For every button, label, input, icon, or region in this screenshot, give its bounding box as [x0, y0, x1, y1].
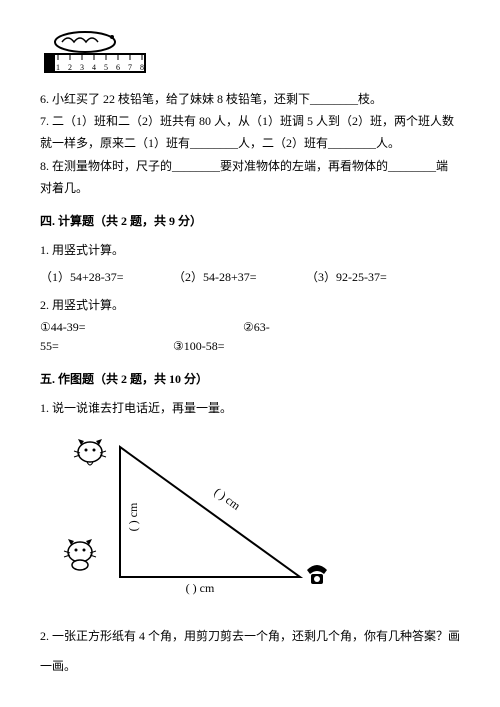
- svg-text:4: 4: [92, 63, 96, 72]
- s5-q1: 1. 说一说谁去打电话近，再量一量。: [40, 399, 460, 418]
- s4-q2-item-b: ②63-: [243, 320, 270, 334]
- svg-text:8: 8: [140, 63, 144, 72]
- s4-q1: 1. 用竖式计算。: [40, 241, 460, 260]
- svg-text:5: 5: [104, 63, 108, 72]
- ruler-illustration: 1 2 3 4 5 6 7 8: [40, 30, 460, 80]
- question-8-line2: 对着几。: [40, 179, 460, 198]
- question-7-line1: 7. 二（1）班和二（2）班共有 80 人，从（1）班调 5 人到（2）班，两个…: [40, 112, 460, 131]
- s4-q2-items: ①44-39= ②63- 55= ③100-58=: [40, 318, 460, 356]
- svg-text:7: 7: [128, 63, 132, 72]
- section-5-header: 五. 作图题（共 2 题，共 10 分）: [40, 370, 460, 389]
- s4-q2: 2. 用竖式计算。: [40, 296, 460, 315]
- s5-q2-line2: 一画。: [40, 657, 460, 676]
- s4-q1-item3: （3）92-25-37=: [306, 268, 387, 287]
- left-label: ( ) cm: [126, 502, 140, 531]
- s5-q2-line1: 2. 一张正方形纸有 4 个角，用剪刀剪去一个角，还剩几个角，你有几种答案？画: [40, 627, 460, 646]
- s4-q2-item-a: ①44-39=: [40, 318, 240, 337]
- triangle-diagram: ( ) cm ( ) cm ( ) cm: [40, 432, 460, 607]
- svg-text:2: 2: [68, 63, 72, 72]
- s4-q1-item1: （1）54+28-37=: [40, 268, 170, 287]
- s4-q2-item-c: 55=: [40, 337, 170, 356]
- s4-q1-item2: （2）54-28+37=: [173, 268, 303, 287]
- svg-text:1: 1: [56, 63, 60, 72]
- s4-q1-items: （1）54+28-37= （2）54-28+37= （3）92-25-37=: [40, 268, 460, 287]
- s4-q2-item-d: ③100-58=: [173, 339, 225, 353]
- question-8-line1: 8. 在测量物体时，尺子的________要对准物体的左端，再看物体的_____…: [40, 157, 460, 176]
- right-label: ( ) cm: [212, 485, 244, 514]
- bottom-label: ( ) cm: [186, 581, 215, 595]
- svg-text:6: 6: [116, 63, 120, 72]
- question-7-line2: 就一样多，原来二（1）班有________人，二（2）班有________人。: [40, 134, 460, 153]
- question-6: 6. 小红买了 22 枝铅笔，给了妹妹 8 枝铅笔，还剩下________枝。: [40, 90, 460, 109]
- section-4-header: 四. 计算题（共 2 题，共 9 分）: [40, 212, 460, 231]
- svg-text:3: 3: [80, 63, 84, 72]
